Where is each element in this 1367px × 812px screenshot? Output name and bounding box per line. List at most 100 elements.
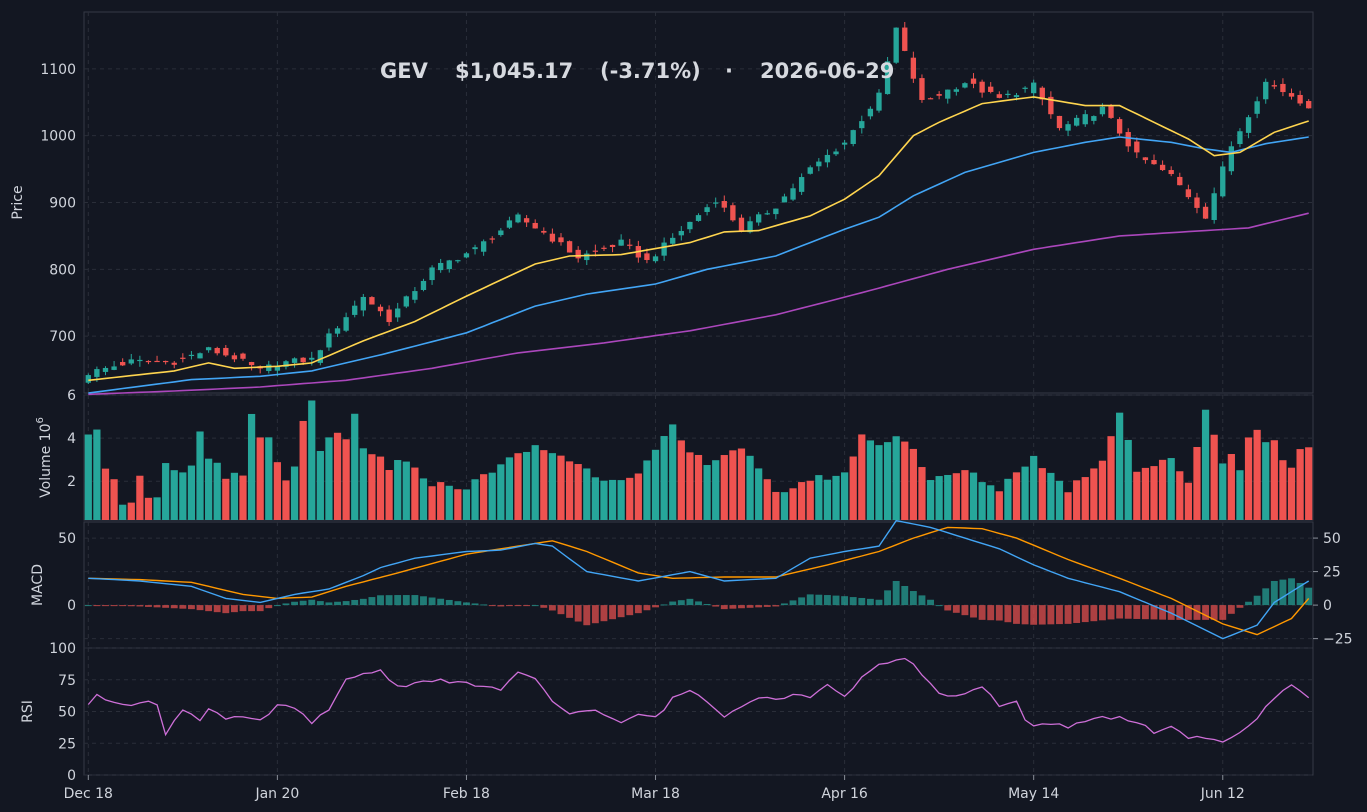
volume-bar [162, 463, 170, 520]
macd-histogram-bar [1262, 588, 1270, 606]
candle-body [162, 360, 169, 363]
macd-histogram-bar [557, 605, 565, 615]
volume-bar [93, 429, 101, 520]
candle-body [979, 81, 985, 93]
x-tick-label: Feb 18 [443, 786, 490, 802]
macd-histogram-bar [669, 601, 677, 606]
price-tick-label: 900 [49, 196, 76, 212]
volume-bar [626, 477, 634, 520]
volume-bar [282, 480, 290, 520]
macd-histogram-bar [1279, 579, 1287, 606]
candle-body [678, 230, 684, 236]
volume-bar [901, 441, 909, 520]
candle-body [205, 347, 212, 351]
macd-histogram-bar [995, 605, 1003, 621]
macd-histogram-bar [488, 605, 496, 607]
candle-body [1142, 157, 1149, 161]
candle-body [549, 233, 556, 242]
volume-bar [84, 434, 92, 520]
volume-bar [1270, 440, 1278, 520]
volume-bar [1141, 467, 1150, 520]
volume-bar [1279, 460, 1287, 520]
macd-histogram-bar [772, 605, 780, 607]
candle-body [506, 220, 513, 228]
candle-body [283, 361, 289, 367]
macd-histogram-bar [1090, 605, 1098, 622]
volume-bar [712, 460, 720, 520]
macd-histogram-bar [832, 595, 840, 606]
candle-body [188, 354, 195, 357]
candle-body [996, 94, 1002, 98]
rsi-tick-label: 50 [58, 705, 76, 721]
macd-histogram-bar [394, 595, 402, 606]
volume-bar [703, 465, 711, 520]
macd-histogram-bar [1073, 605, 1081, 623]
macd-tick-label-right: 25 [1323, 565, 1341, 581]
volume-bar [471, 479, 479, 520]
x-tick-label: Mar 18 [631, 786, 680, 802]
candle-body [369, 297, 375, 305]
macd-histogram-bar [1193, 605, 1201, 620]
volume-bar [445, 485, 453, 520]
volume-bar [385, 470, 393, 520]
volume-bar [591, 477, 599, 520]
volume-bar [1150, 466, 1158, 520]
volume-bar [376, 456, 385, 520]
candle-body [807, 167, 813, 174]
candle-body [1125, 132, 1131, 147]
volume-bar [411, 467, 419, 520]
candle-body [833, 151, 839, 155]
macd-histogram-bar [531, 605, 539, 607]
candle-body [1185, 189, 1192, 198]
volume-bar [1201, 409, 1210, 520]
macd-histogram-bar [136, 605, 144, 607]
candle-body [395, 308, 401, 318]
candle-body [945, 89, 951, 99]
volume-bar [514, 453, 522, 520]
candle-body [1134, 141, 1140, 153]
macd-histogram-bar [712, 605, 720, 607]
macd-histogram-bar [1021, 605, 1029, 625]
macd-histogram-bar [1124, 605, 1132, 619]
macd-histogram-bar [1210, 605, 1218, 620]
volume-bar [256, 437, 264, 520]
macd-histogram-bar [420, 596, 427, 606]
macd-histogram-bar [1056, 605, 1063, 625]
volume-bar [368, 454, 376, 520]
candle-body [867, 108, 874, 117]
macd-histogram-bar [1064, 605, 1072, 624]
candle-body [1022, 87, 1028, 89]
macd-histogram-bar [935, 605, 943, 607]
volume-bar [1133, 471, 1141, 520]
macd-line [88, 519, 1310, 640]
macd-histogram-bar [145, 605, 152, 607]
volume-bar [815, 475, 823, 520]
macd-histogram-bar [695, 601, 702, 606]
volume-bar [119, 504, 127, 520]
macd-histogram-bar [634, 605, 642, 614]
volume-bar [1064, 492, 1072, 520]
candle-body [1065, 124, 1071, 131]
macd-histogram-bar [428, 597, 436, 606]
macd-histogram-bar [609, 605, 616, 620]
volume-bar [832, 475, 840, 520]
candle-body [1177, 176, 1183, 186]
candle-body [1297, 94, 1303, 104]
macd-histogram-bar [1038, 605, 1046, 625]
volume-bar [187, 465, 196, 520]
candle-body [927, 98, 934, 100]
x-tick-label: May 14 [1008, 786, 1059, 802]
volume-bar [230, 472, 239, 520]
candle-body [386, 309, 392, 323]
volume-bar [402, 461, 410, 520]
panel-frame-macd [83, 521, 1314, 649]
macd-axis-label: MACD [30, 564, 46, 606]
candle-body [480, 241, 487, 252]
volume-bar [179, 472, 187, 520]
volume-bar [1047, 472, 1055, 520]
candle-body [352, 305, 358, 315]
candle-body [1048, 96, 1054, 115]
volume-bar [1236, 470, 1244, 520]
candle-body [128, 359, 134, 364]
